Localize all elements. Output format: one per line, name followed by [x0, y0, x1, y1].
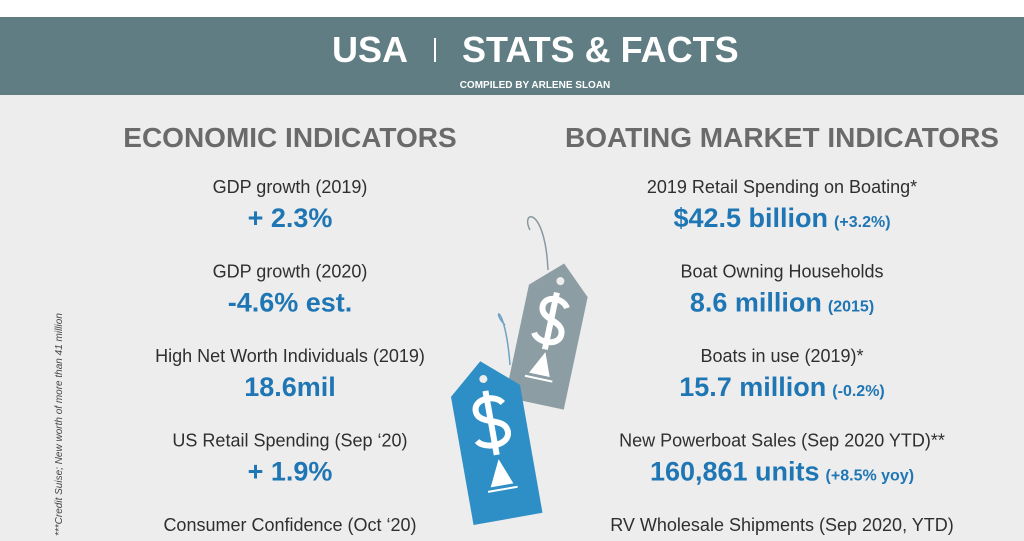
indicator-label: New Powerboat Sales (Sep 2020 YTD)**: [619, 431, 945, 451]
indicator-label: US Retail Spending (Sep ‘20): [172, 431, 407, 451]
indicator-label: High Net Worth Individuals (2019): [155, 346, 425, 366]
title-left: USA: [332, 29, 408, 70]
value-text: + 2.3%: [248, 203, 333, 233]
value-note: (-0.2%): [832, 383, 884, 400]
title-right: STATS & FACTS: [462, 29, 739, 70]
dollar-icon: [531, 291, 570, 350]
indicator-label: Consumer Confidence (Oct ‘20): [163, 515, 416, 535]
value-text: + 1.9%: [248, 457, 333, 487]
indicator-value: 18.6mil: [244, 372, 336, 402]
value-text: -4.6% est.: [228, 288, 353, 318]
subtitle: COMPILED BY ARLENE SLOAN: [460, 80, 611, 91]
value-text: 18.6mil: [244, 372, 336, 402]
indicator-value: -4.6% est.: [228, 288, 353, 318]
indicator-label: Boat Owning Households: [680, 262, 883, 282]
indicator-label: Boats in use (2019)*: [700, 346, 863, 366]
indicator-value: 15.7 million (-0.2%): [679, 372, 885, 402]
tag-string: [497, 313, 511, 366]
tag-icons: [450, 216, 588, 525]
gray-tag: [505, 263, 588, 410]
value-note: (+8.5% yoy): [826, 468, 914, 485]
footnote: ***Credit Suise; New worth of more than …: [54, 313, 65, 536]
section-heading: ECONOMIC INDICATORS: [123, 122, 456, 153]
indicator-label: GDP growth (2020): [213, 262, 368, 282]
indicator-label: 2019 Retail Spending on Boating*: [647, 177, 917, 197]
dollar-icon: [472, 390, 511, 456]
sail-icon: [487, 459, 518, 493]
indicator-value: + 2.3%: [248, 203, 333, 233]
value-note: (+3.2%): [834, 214, 890, 231]
indicator-list: GDP growth (2019) + 2.3% GDP growth (2020)…: [155, 177, 954, 535]
indicator-label: RV Wholesale Shipments (Sep 2020, YTD): [610, 515, 954, 535]
section-heading: BOATING MARKET INDICATORS: [565, 122, 999, 153]
value-note: (2015): [828, 299, 874, 316]
value-text: 8.6 million: [690, 288, 822, 318]
tag-hole: [479, 375, 488, 384]
tag-hole: [556, 277, 565, 286]
top-strip: [0, 0, 1024, 17]
header-band: [0, 17, 1024, 95]
value-text: 160,861 units: [650, 457, 820, 487]
indicator-value: 160,861 units (+8.5% yoy): [650, 457, 914, 487]
indicator-value: 8.6 million (2015): [690, 288, 874, 318]
value-text: 15.7 million: [679, 372, 826, 402]
indicator-value: + 1.9%: [248, 457, 333, 487]
blue-tag: [450, 361, 543, 525]
indicator-value: $42.5 billion (+3.2%): [673, 203, 890, 233]
sail-icon: [524, 352, 553, 383]
tag-string: [526, 216, 549, 271]
value-text: $42.5 billion: [673, 203, 828, 233]
indicator-label: GDP growth (2019): [213, 177, 368, 197]
